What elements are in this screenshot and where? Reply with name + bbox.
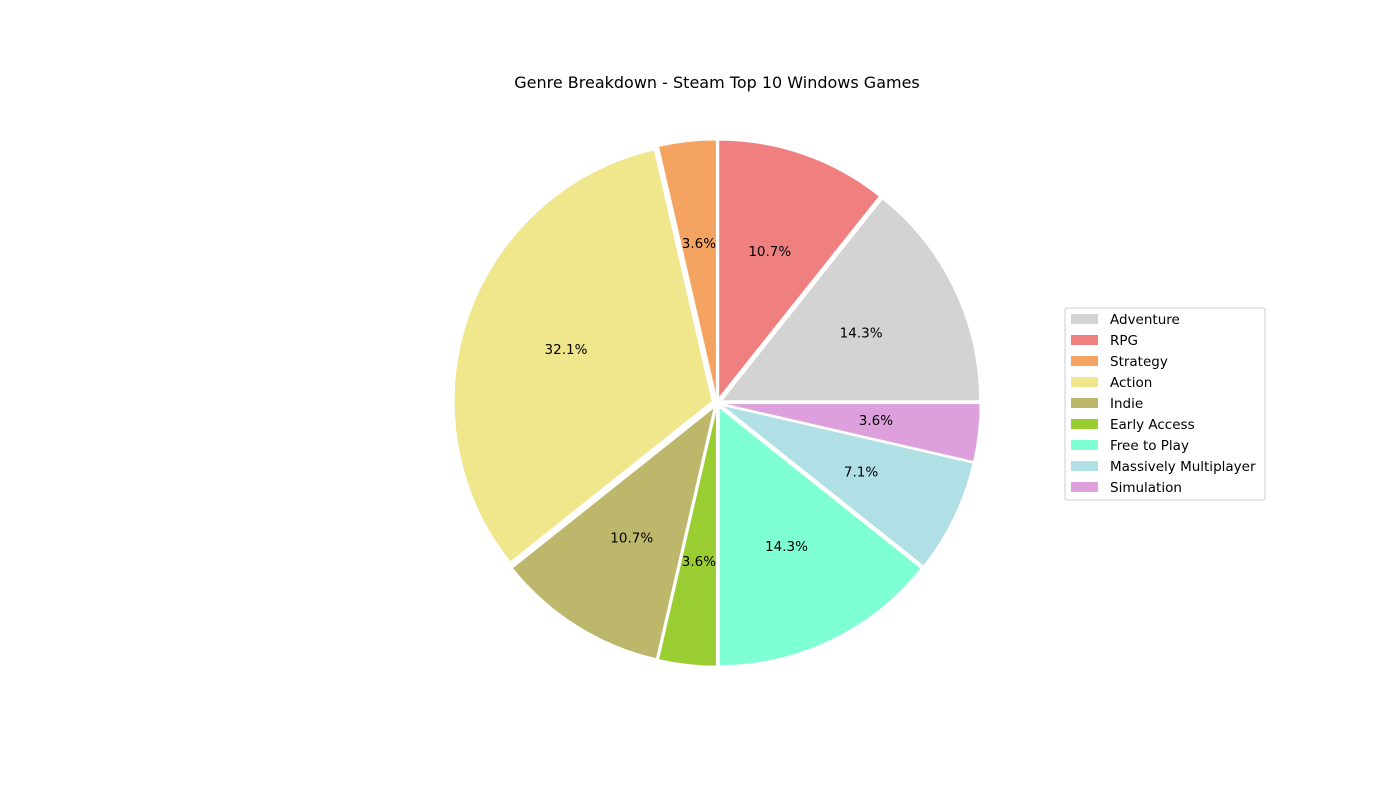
pie-percent-label: 3.6% [682, 236, 716, 252]
pie-percent-label: 14.3% [840, 326, 883, 342]
chart-title: Genre Breakdown - Steam Top 10 Windows G… [514, 73, 920, 92]
pie-slice-massively-multiplayer [721, 404, 974, 567]
pie-slice-early-access [657, 408, 717, 667]
legend-swatch [1071, 482, 1098, 492]
legend-swatch [1071, 461, 1098, 471]
legend-entry-label: Adventure [1110, 312, 1180, 328]
pie-percent-labels: 14.3% 10.7% 3.6% 32.1% 10.7% 3.6% 14.3% 7.1% 3.6… [545, 236, 894, 570]
legend-entry-label: Free to Play [1110, 438, 1189, 454]
legend-entry-label: Simulation [1110, 480, 1182, 496]
legend-entry-label: RPG [1110, 333, 1138, 349]
pie-percent-label: 10.7% [748, 244, 791, 260]
pie-percent-label: 32.1% [545, 342, 588, 358]
pie-slice-strategy [657, 139, 717, 398]
legend-swatch [1071, 335, 1098, 345]
pie-percent-label: 3.6% [682, 554, 716, 570]
legend-swatch [1071, 398, 1098, 408]
legend-entry-label: Early Access [1110, 417, 1195, 433]
pie-slice-free-to-play [718, 406, 922, 667]
pie-percent-label: 14.3% [765, 539, 808, 555]
legend-frame [1064, 307, 1266, 501]
pie-slice-rpg [718, 139, 881, 400]
pie-slice-action [453, 149, 713, 563]
legend-swatch [1071, 377, 1098, 387]
pie-slice-adventure [720, 198, 981, 402]
legend: Adventure RPG Strategy Action Indie Early Acc… [1064, 307, 1266, 501]
legend-swatch [1071, 314, 1098, 324]
legend-entry-label: Indie [1110, 396, 1143, 412]
legend-swatch [1071, 419, 1098, 429]
pie-percent-label: 7.1% [844, 464, 878, 480]
pie-slices [453, 139, 981, 667]
legend-entry-label: Action [1110, 375, 1152, 391]
legend-swatch [1071, 356, 1098, 366]
legend-swatch [1071, 440, 1098, 450]
legend-entry-label: Strategy [1110, 354, 1168, 370]
pie-percent-label: 10.7% [610, 530, 653, 546]
legend-entry-label: Massively Multiplayer [1110, 459, 1256, 475]
pie-slice-simulation [722, 403, 981, 463]
pie-percent-label: 3.6% [859, 413, 893, 429]
pie-slice-indie [511, 406, 716, 660]
